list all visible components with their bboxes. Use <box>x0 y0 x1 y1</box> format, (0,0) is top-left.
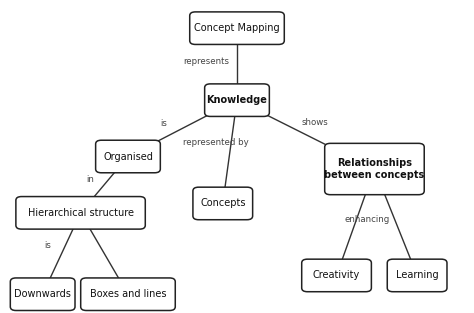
Text: is: is <box>44 241 51 250</box>
Text: Relationships
between concepts: Relationships between concepts <box>324 158 425 180</box>
Text: represented by: represented by <box>183 138 248 147</box>
Text: Organised: Organised <box>103 151 153 162</box>
FancyBboxPatch shape <box>325 143 424 195</box>
FancyBboxPatch shape <box>193 187 253 220</box>
FancyBboxPatch shape <box>10 278 75 310</box>
FancyBboxPatch shape <box>301 259 371 292</box>
FancyBboxPatch shape <box>205 84 269 116</box>
Text: Learning: Learning <box>396 270 438 280</box>
Text: Creativity: Creativity <box>313 270 360 280</box>
Text: in: in <box>86 176 94 184</box>
FancyBboxPatch shape <box>96 140 160 173</box>
Text: enhancing: enhancing <box>345 215 390 223</box>
Text: Concepts: Concepts <box>200 198 246 208</box>
Text: is: is <box>160 119 167 128</box>
FancyBboxPatch shape <box>81 278 175 310</box>
FancyBboxPatch shape <box>190 12 284 44</box>
Text: Concept Mapping: Concept Mapping <box>194 23 280 33</box>
FancyBboxPatch shape <box>16 197 146 229</box>
Text: Boxes and lines: Boxes and lines <box>90 289 166 299</box>
FancyBboxPatch shape <box>387 259 447 292</box>
Text: Hierarchical structure: Hierarchical structure <box>27 208 134 218</box>
Text: Downwards: Downwards <box>14 289 71 299</box>
Text: shows: shows <box>302 118 328 126</box>
Text: represents: represents <box>183 57 229 65</box>
Text: Knowledge: Knowledge <box>207 95 267 105</box>
